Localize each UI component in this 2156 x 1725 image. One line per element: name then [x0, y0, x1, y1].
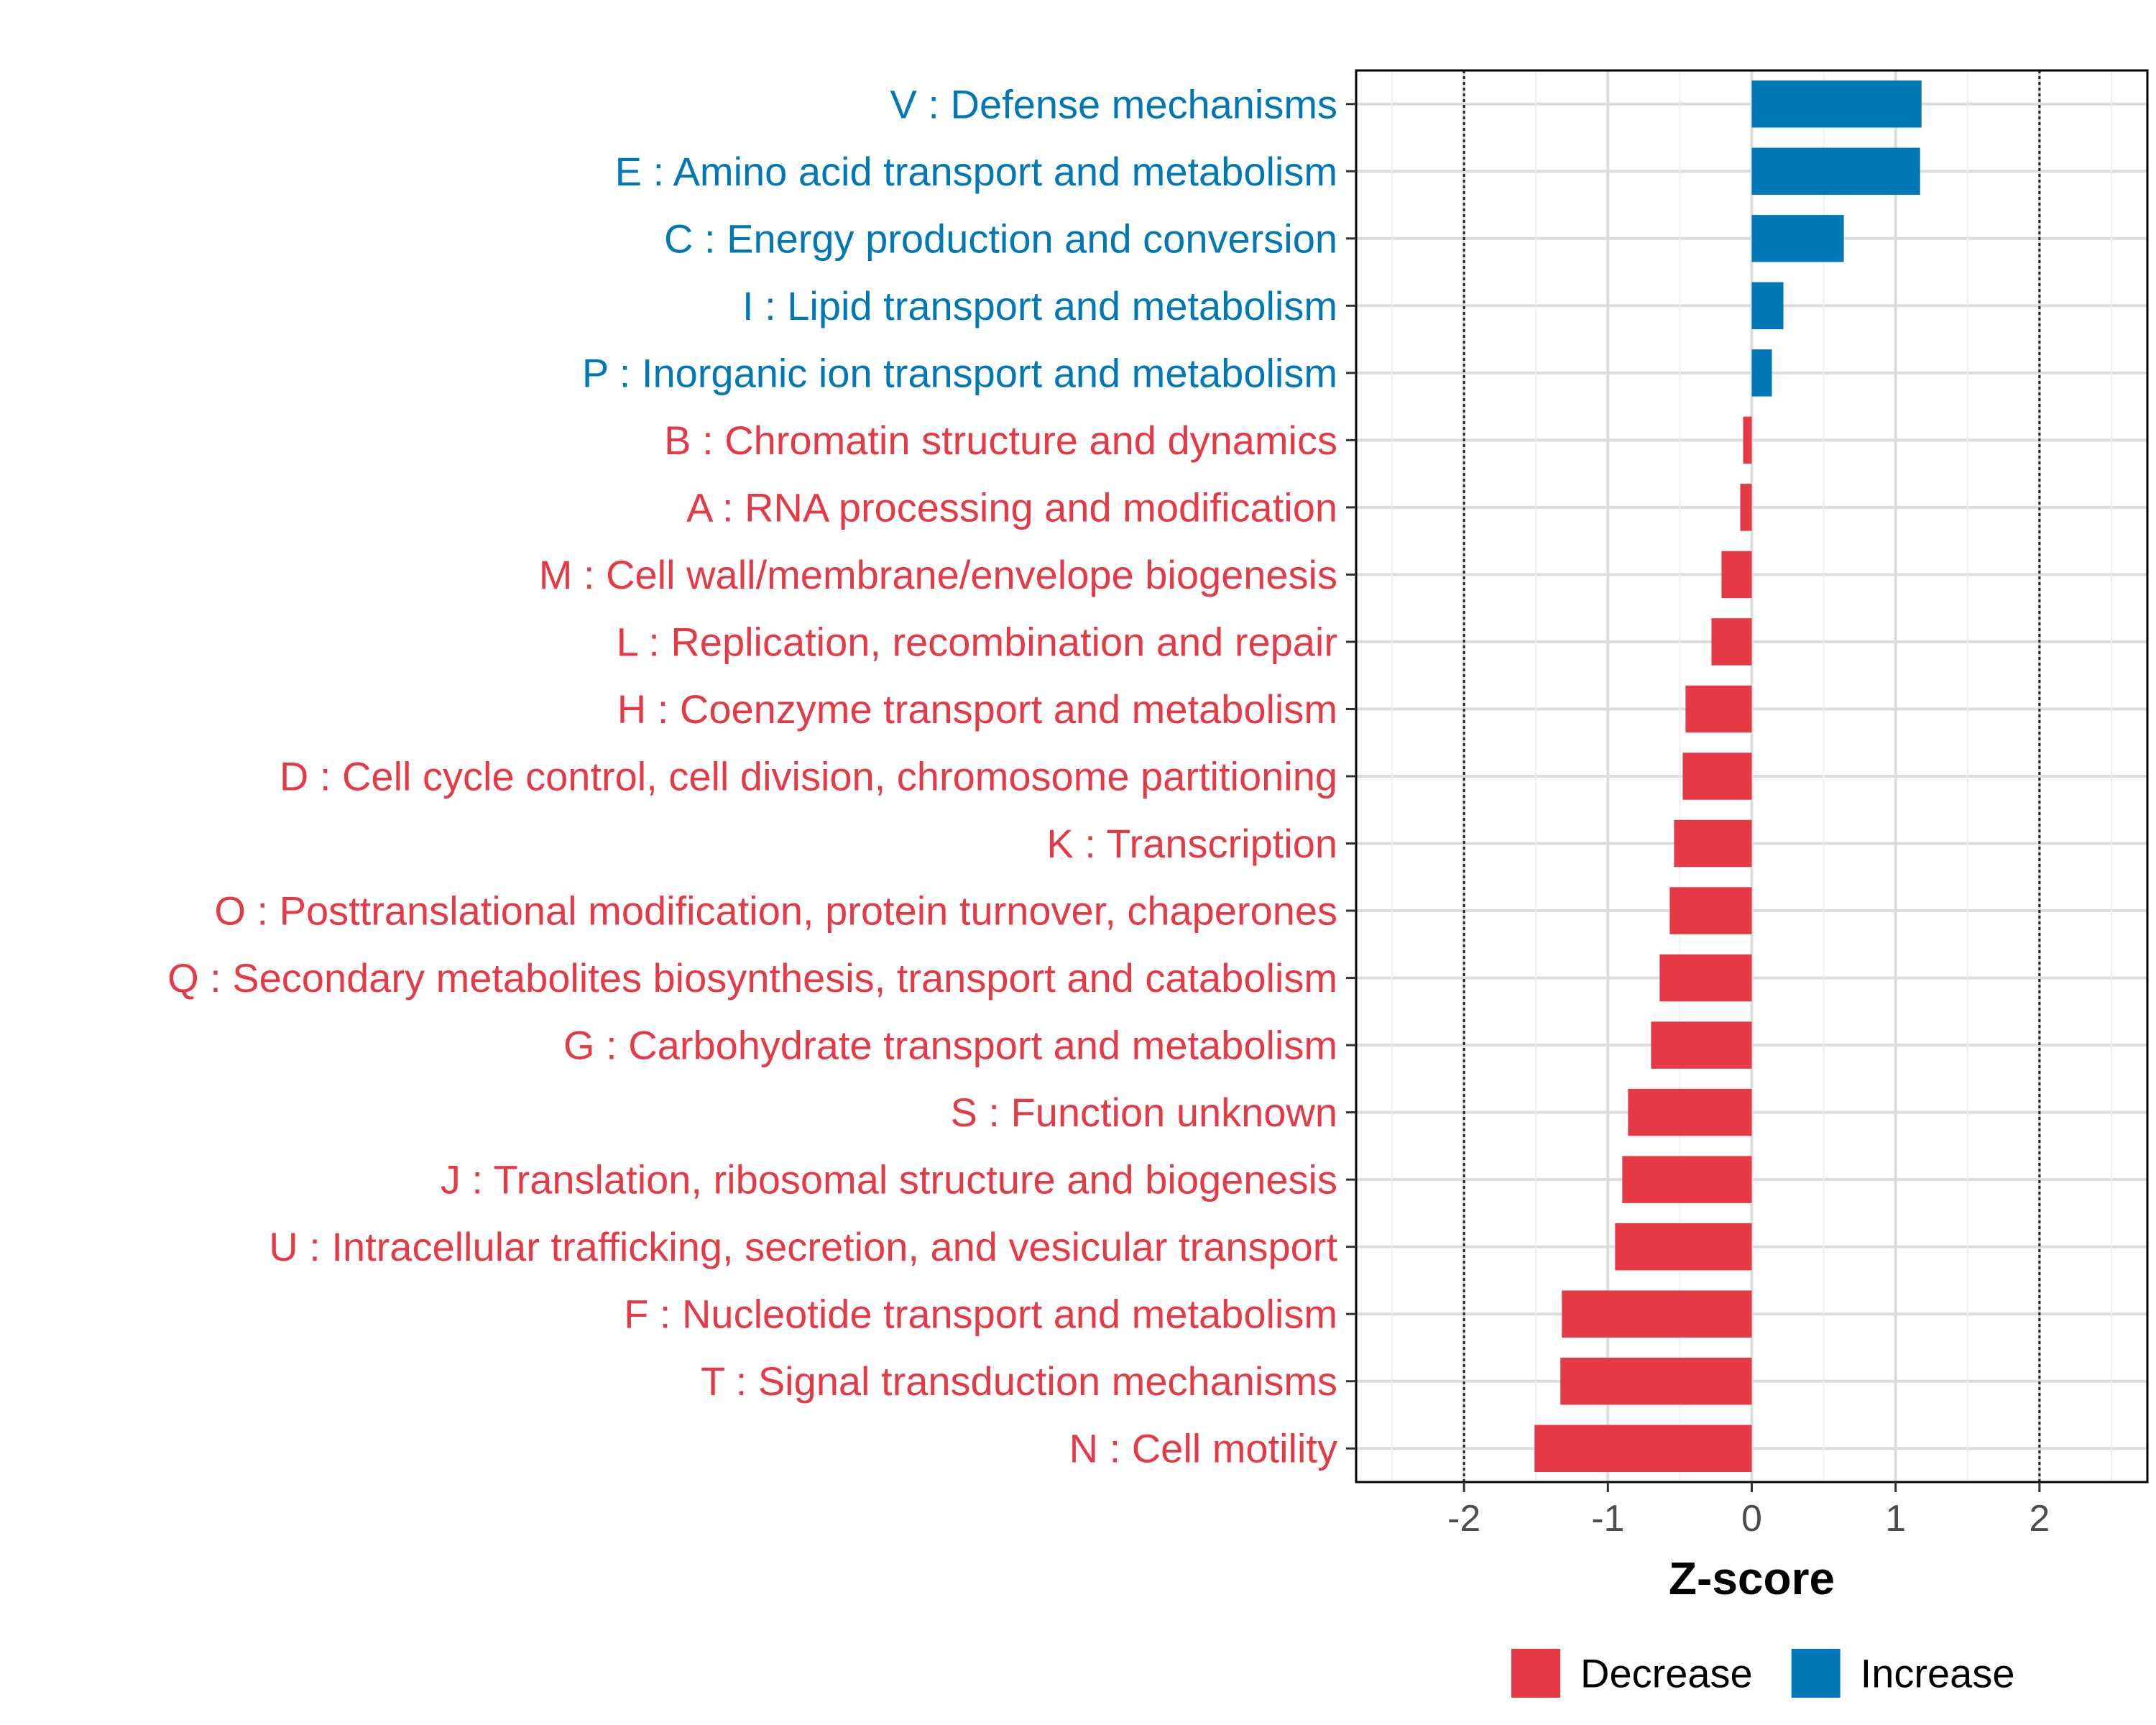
bar: [1622, 1156, 1752, 1203]
bar: [1751, 80, 1922, 128]
x-tick-label: -2: [1447, 1498, 1480, 1540]
bar: [1751, 215, 1844, 262]
bar: [1534, 1425, 1752, 1472]
bar: [1711, 618, 1752, 666]
legend-key: [1791, 1649, 1841, 1698]
bar: [1562, 1290, 1752, 1338]
y-axis-ticks: [1346, 103, 1356, 1450]
x-tick-label: 2: [2029, 1498, 2050, 1540]
category-label: V : Defense mechanisms: [890, 81, 1337, 126]
category-label: T : Signal transduction mechanisms: [701, 1358, 1337, 1404]
bar: [1674, 819, 1752, 868]
x-tick-label: 1: [1885, 1498, 1906, 1540]
bar: [1682, 753, 1752, 800]
x-tick-labels: -2 -1 0 1 2: [1447, 1498, 2050, 1540]
category-label: C : Energy production and conversion: [664, 216, 1337, 261]
bar: [1721, 551, 1752, 599]
category-label: F : Nucleotide transport and metabolism: [624, 1292, 1337, 1337]
category-label: P : Inorganic ion transport and metaboli…: [582, 350, 1337, 395]
category-label: G : Carbohydrate transport and metabolis…: [563, 1023, 1337, 1068]
category-label: S : Function unknown: [950, 1090, 1337, 1135]
legend-key: [1511, 1649, 1560, 1698]
bar: [1651, 1021, 1752, 1069]
category-label: L : Replication, recombination and repai…: [617, 619, 1337, 664]
category-label: I : Lipid transport and metabolism: [742, 283, 1337, 328]
x-axis-title: Z-score: [1669, 1552, 1835, 1604]
bars: [1534, 80, 1922, 1472]
bar: [1751, 282, 1784, 330]
x-tick-label: 0: [1741, 1498, 1762, 1540]
category-label: U : Intracellular trafficking, secretion…: [269, 1224, 1337, 1269]
bar: [1669, 887, 1752, 934]
bar: [1751, 147, 1920, 196]
category-label: H : Coenzyme transport and metabolism: [617, 686, 1337, 732]
category-label: B : Chromatin structure and dynamics: [664, 418, 1337, 463]
legend-label: Increase: [1861, 1651, 2015, 1696]
bar: [1685, 685, 1752, 733]
x-tick-label: -1: [1591, 1498, 1624, 1540]
bar: [1743, 416, 1752, 464]
category-label: E : Amino acid transport and metabolism: [615, 149, 1337, 194]
bar: [1560, 1357, 1752, 1405]
bar: [1659, 954, 1752, 1002]
category-label: K : Transcription: [1046, 821, 1337, 866]
bar: [1628, 1088, 1752, 1136]
bar: [1615, 1223, 1752, 1271]
category-label: N : Cell motility: [1069, 1426, 1337, 1471]
category-label: A : RNA processing and modification: [686, 484, 1337, 530]
category-labels: V : Defense mechanisms E : Amino acid tra…: [167, 81, 1337, 1471]
category-label: Q : Secondary metabolites biosynthesis, …: [167, 955, 1337, 1000]
legend-label: Decrease: [1580, 1651, 1753, 1696]
bar: [1751, 349, 1772, 397]
bar: [1740, 484, 1752, 531]
category-label: M : Cell wall/membrane/envelope biogenes…: [539, 552, 1337, 597]
category-label: O : Posttranslational modification, prot…: [214, 888, 1337, 934]
x-axis-ticks: [1462, 1482, 2041, 1492]
category-label: J : Translation, ribosomal structure and…: [441, 1157, 1337, 1202]
category-label: D : Cell cycle control, cell division, c…: [280, 754, 1337, 799]
legend: Decrease Increase: [1511, 1649, 2014, 1698]
